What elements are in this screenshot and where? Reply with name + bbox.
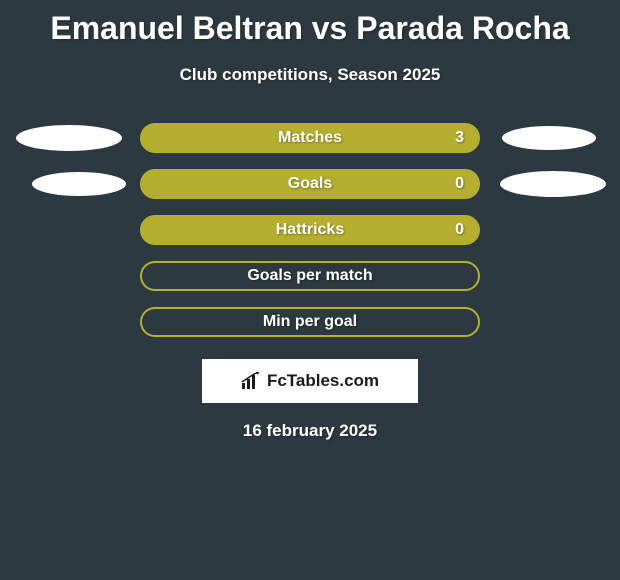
watermark-text: FcTables.com (267, 371, 379, 391)
stat-bar: Min per goal (140, 307, 480, 337)
right-side (480, 215, 610, 245)
stat-label: Min per goal (263, 313, 357, 331)
stat-label: Matches (278, 129, 342, 147)
watermark: FcTables.com (202, 359, 418, 403)
date-text: 16 february 2025 (0, 421, 620, 441)
left-side (10, 215, 140, 245)
left-side (10, 307, 140, 337)
right-side (480, 123, 610, 153)
bar-chart-icon (241, 372, 261, 390)
left-ellipse (32, 172, 126, 196)
stat-row: Goals 0 (0, 169, 620, 199)
page-title: Emanuel Beltran vs Parada Rocha (0, 0, 620, 47)
stat-bar: Goals per match (140, 261, 480, 291)
stat-bar: Hattricks 0 (140, 215, 480, 245)
left-side (10, 261, 140, 291)
right-side (480, 261, 610, 291)
stat-label: Goals (288, 175, 332, 193)
left-side (10, 169, 140, 199)
stat-value-right: 0 (455, 175, 464, 193)
stat-row: Min per goal (0, 307, 620, 337)
stat-label: Hattricks (276, 221, 344, 239)
stats-container: Matches 3 Goals 0 Hattricks 0 Goals per match M… (0, 123, 620, 337)
stat-label: Goals per match (247, 267, 372, 285)
subtitle: Club competitions, Season 2025 (0, 65, 620, 85)
right-side (480, 307, 610, 337)
stat-row: Goals per match (0, 261, 620, 291)
stat-row: Matches 3 (0, 123, 620, 153)
stat-bar: Matches 3 (140, 123, 480, 153)
left-ellipse (16, 125, 122, 151)
right-ellipse (500, 171, 606, 197)
comparison-infographic: Emanuel Beltran vs Parada Rocha Club com… (0, 0, 620, 580)
stat-bar: Goals 0 (140, 169, 480, 199)
right-ellipse (502, 126, 596, 150)
left-side (10, 123, 140, 153)
stat-value-right: 3 (455, 129, 464, 147)
stat-row: Hattricks 0 (0, 215, 620, 245)
stat-value-right: 0 (455, 221, 464, 239)
right-side (480, 169, 610, 199)
